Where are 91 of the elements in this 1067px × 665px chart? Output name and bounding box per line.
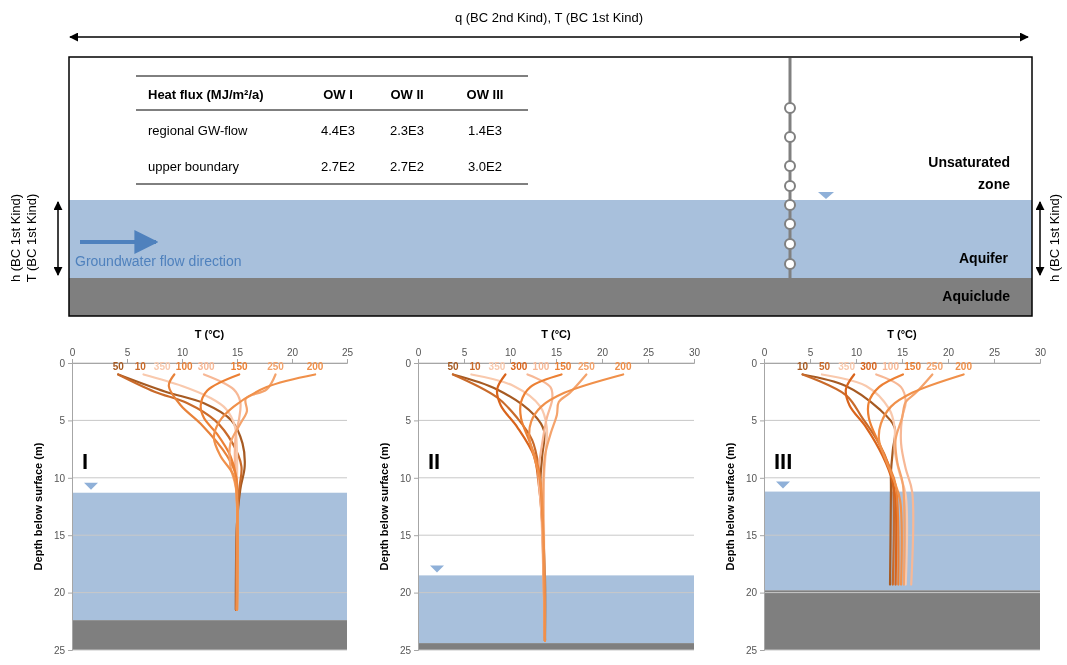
y-tick-label: 10 <box>53 472 66 484</box>
text: OW II <box>390 87 424 102</box>
text: h (BC 1st Kind) <box>1047 193 1062 283</box>
x-tick-label: 30 <box>688 347 701 358</box>
text: Aquiclude <box>942 288 1011 304</box>
y-axis-title: Depth below surface (m) <box>724 442 736 571</box>
y-tick-label: 10 <box>399 472 412 484</box>
annotation: II <box>428 449 441 475</box>
y-tick-label: 0 <box>751 357 758 369</box>
x-axis-title: T (°C) <box>194 328 225 340</box>
text: 1.4E3 <box>468 123 502 138</box>
series-label: 100 <box>532 361 550 373</box>
x-tick-label: 0 <box>761 347 768 358</box>
x-tick-label: 10 <box>176 347 189 358</box>
y-tick-label: 10 <box>745 472 758 484</box>
series-label: 350 <box>153 361 171 373</box>
text: 2.3E3 <box>390 123 424 138</box>
series-label: 350 <box>488 361 506 373</box>
y-tick-label: 15 <box>399 529 412 541</box>
series-label: 10 <box>797 361 809 373</box>
y-tick-label: 25 <box>53 644 66 656</box>
series-label: 100 <box>882 361 900 373</box>
x-tick-label: 30 <box>1034 347 1047 358</box>
text: 4.4E3 <box>321 123 355 138</box>
series-label: 250 <box>926 361 944 373</box>
text: OW III <box>466 87 504 102</box>
series-label: 10 <box>134 361 147 373</box>
x-tick-label: 20 <box>942 347 955 358</box>
x-axis-title: T (°C) <box>887 328 918 340</box>
text: Aquifer <box>959 250 1009 266</box>
series-label: 300 <box>510 361 528 373</box>
y-tick-label: 5 <box>405 415 412 427</box>
series-label: 150 <box>230 361 248 373</box>
y-tick-label: 0 <box>405 357 412 369</box>
y-tick-label: 5 <box>59 415 66 427</box>
series-label: 50 <box>819 361 831 373</box>
x-tick-label: 25 <box>642 347 655 358</box>
x-tick-label: 5 <box>124 347 131 358</box>
y-tick-label: 20 <box>399 587 412 599</box>
text: regional GW-flow <box>148 123 249 138</box>
x-tick-label: 15 <box>550 347 563 358</box>
series-label: 200 <box>955 361 973 373</box>
x-tick-label: 5 <box>461 347 468 358</box>
x-tick-label: 0 <box>415 347 422 358</box>
x-tick-label: 10 <box>850 347 863 358</box>
x-tick-label: 0 <box>69 347 76 358</box>
text: Heat flux (MJ/m²/a) <box>148 87 264 102</box>
text: Groundwater flow direction <box>75 253 242 269</box>
series-label: 250 <box>267 361 285 373</box>
y-tick-label: 5 <box>751 415 758 427</box>
x-tick-label: 20 <box>596 347 609 358</box>
y-tick-label: 20 <box>745 587 758 599</box>
y-tick-label: 25 <box>399 644 412 656</box>
text: 3.0E2 <box>468 159 502 174</box>
y-tick-label: 20 <box>53 587 66 599</box>
text: T (BC 1st Kind) <box>24 193 39 283</box>
series-label: 200 <box>614 361 632 373</box>
text: upper boundary <box>148 159 240 174</box>
y-axis-title: Depth below surface (m) <box>378 442 390 571</box>
x-tick-label: 20 <box>286 347 299 358</box>
annotation: III <box>774 449 793 475</box>
y-tick-label: 0 <box>59 357 66 369</box>
series-label: 100 <box>175 361 193 373</box>
series-label: 200 <box>306 361 324 373</box>
x-tick-label: 15 <box>896 347 909 358</box>
text: 2.7E2 <box>390 159 424 174</box>
text: 2.7E2 <box>321 159 355 174</box>
y-axis-title: Depth below surface (m) <box>32 442 44 571</box>
y-tick-label: 15 <box>53 529 66 541</box>
series-label: 10 <box>469 361 481 373</box>
series-label: 150 <box>554 361 572 373</box>
y-tick-label: 15 <box>745 529 758 541</box>
series-label: 50 <box>447 361 459 373</box>
x-tick-label: 25 <box>341 347 354 358</box>
series-label: 50 <box>112 361 125 373</box>
series-label: 350 <box>838 361 856 373</box>
x-tick-label: 15 <box>231 347 244 358</box>
x-tick-label: 10 <box>504 347 517 358</box>
x-tick-label: 5 <box>807 347 814 358</box>
text: OW I <box>323 87 353 102</box>
text: h (BC 1st Kind) <box>8 193 23 283</box>
y-tick-label: 25 <box>745 644 758 656</box>
x-tick-label: 25 <box>988 347 1001 358</box>
series-label: 150 <box>904 361 922 373</box>
series-label: 300 <box>197 361 215 373</box>
text: Unsaturated zone <box>928 154 1011 192</box>
series-label: 300 <box>860 361 878 373</box>
series-label: 250 <box>578 361 596 373</box>
text: q (BC 2nd Kind), T (BC 1st Kind) <box>454 10 644 25</box>
annotation: I <box>82 449 89 475</box>
x-axis-title: T (°C) <box>541 328 572 340</box>
